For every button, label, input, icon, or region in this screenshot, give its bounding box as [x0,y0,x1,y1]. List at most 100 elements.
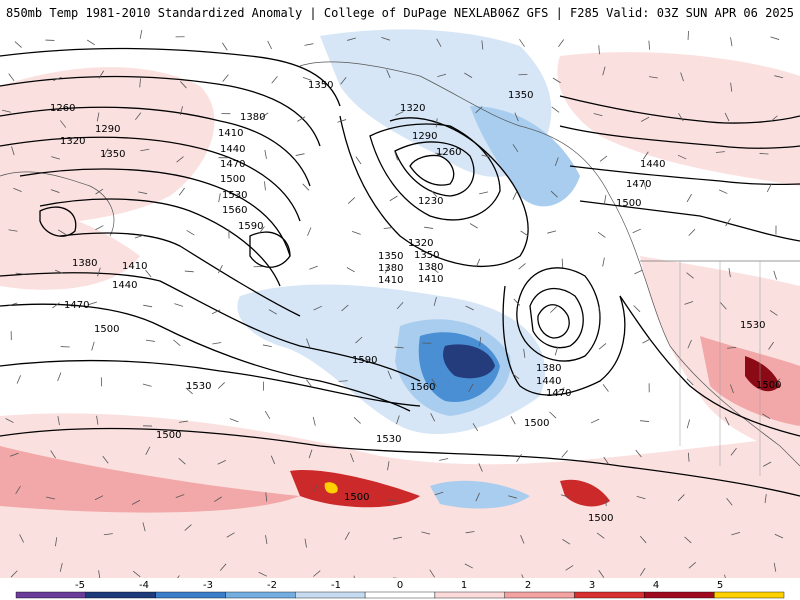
wind-barb [642,151,649,160]
wind-barb [774,75,784,79]
wind-barb [479,191,489,195]
wind-barb [353,575,355,578]
wind-barb [434,491,444,496]
wind-barb [394,346,404,349]
colorbar-swatch [434,591,505,599]
anomaly-map: 1260 1290 1320 1350 1350 1380 1410 1440 … [0,26,800,578]
wind-barb [437,73,447,78]
contour-label: 1380 [418,262,443,273]
contour-label: 1500 [524,418,549,429]
wind-barb [561,258,564,268]
wind-barb [262,344,272,347]
contour-line [559,95,800,124]
wind-barb [309,265,318,270]
wind-barb [308,449,313,459]
wind-barb [383,227,393,229]
wind-barb [686,193,692,203]
wind-barb [602,66,606,76]
wind-barb [549,411,557,419]
wind-barb [97,267,101,277]
wind-barbs [1,29,784,578]
wind-barb [313,570,321,577]
wind-barb [94,495,104,501]
warm-anomaly-core-south-2 [560,479,610,507]
wind-barb [8,73,15,82]
wind-barb [724,574,726,578]
coastline-asia [0,171,115,237]
wind-barb [258,226,265,234]
contour-line [0,106,311,187]
wind-barb [307,227,312,236]
contour-label: 1470 [64,300,89,311]
wind-barb [59,120,67,128]
contour-label: 1290 [95,124,120,135]
wind-barb [389,195,398,202]
wind-barb [677,494,685,502]
wind-barb [8,302,18,307]
wind-barb [271,76,278,84]
wind-barb [304,538,307,548]
wind-barb [88,301,97,306]
contour-line [569,165,800,186]
wind-barb [512,144,519,153]
model-run-info: 06Z GFS | F285 Valid: 03Z SUN APR 06 202… [497,6,794,20]
cold-anomaly-area-gulf [470,106,580,207]
colorbar-tick-label: 0 [397,580,403,591]
cold-anomaly-area-south [430,480,530,509]
wind-barb [217,460,226,465]
wind-barb [312,484,319,493]
wind-barb [554,157,559,166]
wind-barb [341,304,349,312]
wind-barb [218,193,221,203]
wind-barb [730,448,737,456]
contour-line [339,115,529,268]
contour-label: 1350 [100,149,125,160]
contour-line [39,198,281,287]
wind-barb [219,563,227,571]
wind-barb [102,455,109,464]
wind-barb [52,302,60,309]
wind-barb [769,310,778,316]
wind-barb [686,419,691,429]
wind-barb [598,45,600,55]
wind-barb [143,304,153,308]
contour-label: 1440 [536,376,561,387]
wind-barb [226,532,235,538]
wind-barb [720,302,727,310]
wind-barb [686,272,694,279]
anomaly-colorbar: -5 -4 -3 -2 -1 0 1 2 3 4 5 [0,578,800,600]
wind-barb [302,183,310,191]
wind-barb [424,226,434,229]
contour-line [502,285,626,396]
wind-barb [180,81,187,89]
contour-line [0,303,411,412]
wind-barb [313,305,322,311]
wind-barb [552,77,561,84]
wind-barb [340,76,347,85]
wind-barb [388,499,398,502]
wind-barb [680,72,684,82]
wind-barb [396,301,404,310]
wind-barb [602,384,609,392]
wind-barb [186,230,195,236]
wind-barb [436,38,442,47]
contour-line [249,231,291,268]
wind-barb [11,146,15,156]
wind-barb [15,486,21,495]
wind-barb [770,36,780,40]
wind-barb [50,189,60,193]
contour-label: 1470 [546,388,571,399]
wind-barb [726,497,733,506]
wind-barb [435,118,438,128]
wind-barb [55,537,58,547]
wind-barb [265,535,268,545]
wind-barb [51,156,60,160]
wind-barb [306,338,311,348]
colorbar-swatch [574,591,645,599]
wind-barb [387,461,390,471]
wind-barb [142,522,146,532]
wind-barb [134,234,144,239]
contour-line [559,125,800,149]
coastlines [0,61,800,476]
colorbar-swatch [644,591,715,599]
